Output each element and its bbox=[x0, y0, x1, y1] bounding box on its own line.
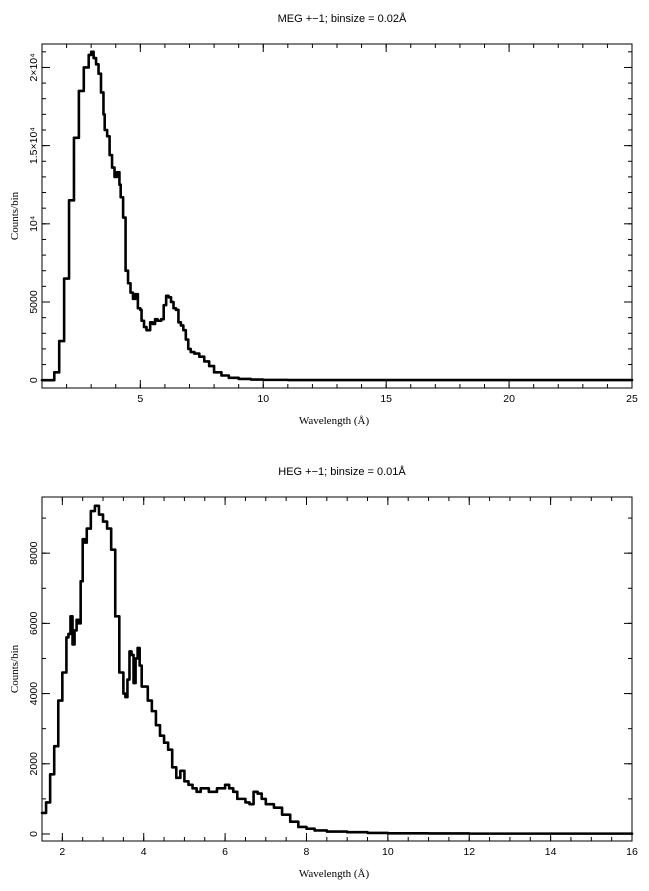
heg-x-tick-label: 8 bbox=[304, 846, 310, 858]
heg-chart: HEG +−1; binsize = 0.01Å 2 4 6 8 10 12 14 16 0 20… bbox=[9, 465, 638, 880]
meg-y-tick-label: 0 bbox=[28, 377, 40, 383]
meg-x-tick-label: 25 bbox=[626, 393, 638, 405]
meg-x-tick-label: 10 bbox=[257, 393, 269, 405]
heg-x-tick-label: 4 bbox=[141, 846, 147, 858]
heg-x-tick-label: 2 bbox=[59, 846, 65, 858]
meg-plot-frame bbox=[41, 43, 633, 389]
meg-x-axis-label: Wavelength (Å) bbox=[299, 415, 370, 427]
meg-x-tick-label: 5 bbox=[137, 393, 143, 405]
heg-tick-labels: 2 4 6 8 10 12 14 16 0 2000 4000 6000 8000 bbox=[28, 541, 638, 858]
meg-chart: MEG +−1; binsize = 0.02Å 5 10 15 20 25 0 5000 1… bbox=[9, 12, 638, 427]
meg-y-tick-label: 2×10⁴ bbox=[28, 53, 40, 81]
heg-x-tick-label: 14 bbox=[545, 846, 557, 858]
meg-chart-title: MEG +−1; binsize = 0.02Å bbox=[278, 12, 407, 25]
heg-spectrum-line bbox=[40, 504, 634, 835]
heg-y-tick-label: 4000 bbox=[28, 682, 40, 706]
heg-y-axis-label: Counts/bin bbox=[9, 644, 21, 693]
heg-x-tick-label: 10 bbox=[382, 846, 394, 858]
meg-x-tick-label: 20 bbox=[503, 393, 515, 405]
meg-spectrum-line bbox=[40, 50, 634, 382]
heg-axis-ticks bbox=[41, 497, 633, 841]
heg-y-tick-label: 2000 bbox=[28, 752, 40, 776]
heg-y-tick-label: 6000 bbox=[28, 612, 40, 636]
heg-y-tick-label: 8000 bbox=[28, 541, 40, 565]
meg-y-tick-label: 10⁴ bbox=[28, 216, 40, 232]
heg-x-tick-label: 12 bbox=[463, 846, 475, 858]
heg-x-axis-label: Wavelength (Å) bbox=[299, 868, 370, 880]
heg-x-tick-label: 6 bbox=[222, 846, 228, 858]
meg-axis-ticks bbox=[41, 44, 633, 388]
heg-y-tick-label: 0 bbox=[28, 831, 40, 837]
meg-tick-labels: 5 10 15 20 25 0 5000 10⁴ 1.5×10⁴ 2×10⁴ bbox=[28, 53, 638, 405]
meg-x-tick-label: 15 bbox=[380, 393, 392, 405]
meg-y-tick-label: 5000 bbox=[28, 290, 40, 314]
heg-plot-frame bbox=[41, 496, 633, 842]
heg-chart-title: HEG +−1; binsize = 0.01Å bbox=[278, 465, 406, 478]
heg-x-tick-label: 16 bbox=[626, 846, 638, 858]
meg-y-axis-label: Counts/bin bbox=[9, 191, 21, 240]
meg-y-tick-label: 1.5×10⁴ bbox=[28, 127, 40, 164]
